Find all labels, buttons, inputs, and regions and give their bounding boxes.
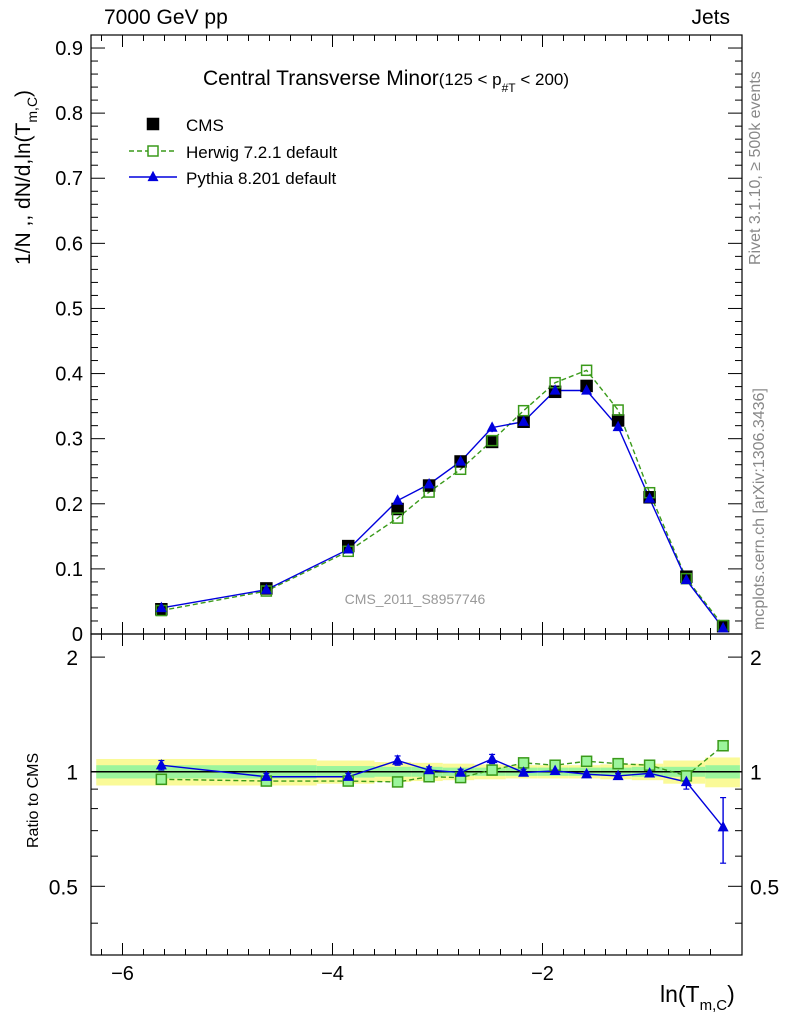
y-tick-label: 0: [72, 624, 83, 646]
side-label-mcplots: mcplots.cern.ch [arXiv:1306.3436]: [751, 388, 768, 630]
side-label-rivet: Rivet 3.1.10, ≥ 500k events: [747, 71, 764, 265]
pythia-ratio-marker: [155, 758, 167, 770]
herwig-marker: [580, 364, 593, 377]
ratio-axis-label: Ratio to CMS: [25, 753, 42, 848]
pythia-ratio-line: [161, 758, 724, 828]
pythia-ratio-marker: [549, 764, 561, 776]
pythia-ratio-marker: [260, 770, 272, 781]
pythia-marker: [518, 415, 530, 426]
y-tick-label: 0.4: [55, 364, 83, 386]
pythia-ratio-marker: [392, 754, 404, 765]
herwig-ratio-marker: [717, 739, 729, 752]
pythia-ratio-marker: [455, 766, 467, 777]
y-tick-label: 0.1: [55, 559, 83, 581]
pythia-marker: [717, 621, 729, 633]
x-tick-label: −2: [531, 963, 554, 985]
pythia-ratio-marker: [486, 752, 498, 764]
ratio-plot-frame: [90, 633, 743, 956]
pythia-marker: [342, 543, 354, 554]
x-axis-label: ln(Tm,C): [660, 981, 735, 1014]
y-tick-label: 0.5: [49, 876, 78, 899]
pythia-ratio-marker: [717, 820, 729, 832]
legend-herwig-marker: [147, 145, 159, 157]
pythia-marker: [549, 384, 561, 395]
herwig-marker: [612, 404, 624, 416]
pythia-ratio-marker: [342, 770, 354, 781]
herwig-ratio-marker: [391, 776, 404, 788]
herwig-ratio-marker: [486, 764, 498, 776]
y-tick-label-right: 1: [750, 762, 762, 785]
pythia-marker: [680, 573, 692, 585]
pythia-ratio-marker: [581, 767, 593, 779]
pythia-marker: [612, 420, 624, 432]
y-tick-label: 0.5: [55, 298, 83, 320]
pythia-ratio-marker: [612, 769, 624, 781]
legend-pythia-label: Pythia 8.201 default: [186, 169, 337, 188]
pythia-marker: [423, 477, 435, 489]
y-tick-label: 0.3: [55, 429, 83, 451]
legend-herwig-label: Herwig 7.2.1 default: [186, 143, 337, 162]
plot-title: Central Transverse Minor(125 < p#T < 200…: [203, 67, 569, 95]
herwig-ratio-marker: [612, 757, 624, 770]
legend-cms-marker: [146, 117, 160, 131]
y-axis-label: 1/N ,, dN/d,ln(Tm,C): [12, 90, 40, 265]
herwig-ratio-marker: [155, 773, 168, 786]
y-tick-label: 2: [66, 647, 78, 670]
legend-pythia-marker: [147, 170, 159, 182]
y-tick-label: 1: [66, 762, 78, 785]
herwig-ratio-marker: [580, 755, 593, 768]
x-tick-label: −4: [321, 963, 344, 985]
pythia-ratio-marker: [644, 767, 656, 778]
y-tick-label: 0.8: [55, 103, 83, 125]
y-tick-label: 0.6: [55, 233, 83, 255]
pythia-line: [161, 389, 724, 629]
pythia-ratio-marker: [680, 775, 692, 787]
herwig-marker: [391, 512, 404, 524]
y-tick-label-right: 2: [750, 647, 762, 670]
pythia-marker: [455, 455, 467, 466]
pythia-marker: [581, 384, 593, 395]
pythia-ratio-marker: [518, 766, 530, 777]
y-tick-label: 0.2: [55, 494, 83, 516]
pythia-marker: [392, 494, 404, 505]
pythia-marker: [260, 583, 272, 594]
herwig-line: [161, 369, 724, 626]
pythia-marker: [486, 421, 498, 432]
pythia-marker: [155, 601, 167, 613]
legend-cms-label: CMS: [186, 116, 224, 135]
y-tick-label: 0.7: [55, 168, 83, 190]
pythia-ratio-marker: [423, 763, 435, 775]
x-tick-label: −6: [111, 963, 134, 985]
header-left: 7000 GeV pp: [104, 6, 228, 29]
pythia-marker: [644, 492, 656, 503]
y-tick-label: 0.9: [55, 38, 83, 60]
herwig-marker: [486, 434, 498, 447]
header-right: Jets: [691, 6, 730, 29]
watermark: CMS_2011_S8957746: [345, 591, 486, 607]
y-tick-label-right: 0.5: [750, 876, 779, 899]
